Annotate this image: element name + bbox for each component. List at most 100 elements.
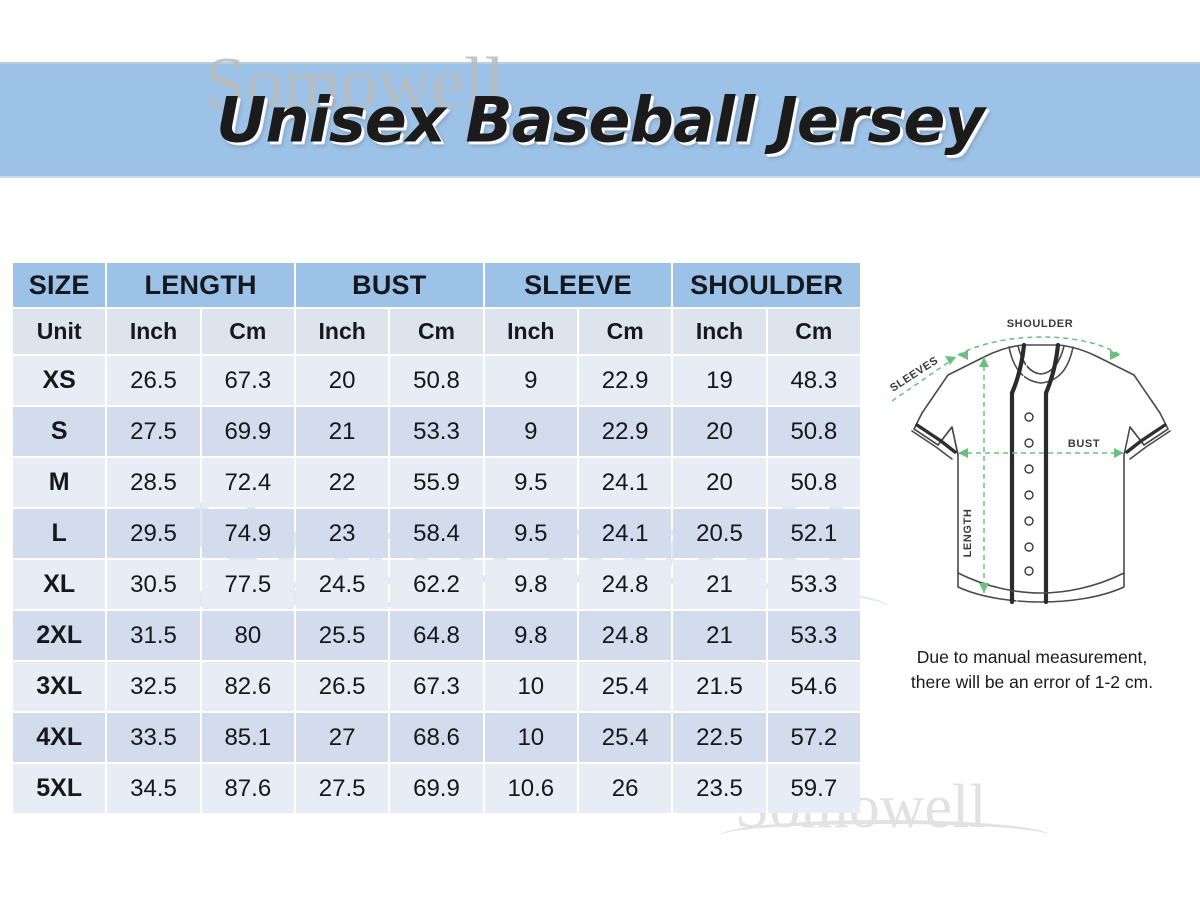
cell-shoulder-cm: 59.7: [767, 764, 860, 813]
cell-size: 5XL: [13, 764, 106, 813]
cell-bust-in: 20: [295, 356, 389, 405]
diagram-label-shoulder: SHOULDER: [1007, 318, 1074, 330]
unit-cell-label: Unit: [13, 309, 106, 354]
cell-shoulder-cm: 52.1: [767, 509, 860, 558]
cell-length-in: 26.5: [107, 356, 200, 405]
cell-sleeve-in: 10: [484, 662, 577, 711]
cell-sleeve-cm: 24.1: [578, 458, 672, 507]
cell-shoulder-cm: 53.3: [767, 560, 860, 609]
page-title: Unisex Baseball Jersey: [216, 83, 985, 157]
watermark-bottom-arc: [720, 820, 1050, 852]
cell-bust-cm: 67.3: [390, 662, 483, 711]
cell-bust-in: 22: [295, 458, 389, 507]
cell-shoulder-in: 20: [673, 407, 766, 456]
cell-bust-in: 25.5: [295, 611, 389, 660]
cell-shoulder-in: 21: [673, 611, 766, 660]
cell-length-in: 31.5: [107, 611, 200, 660]
cell-bust-cm: 50.8: [390, 356, 483, 405]
cell-sleeve-in: 9.8: [484, 560, 577, 609]
cell-bust-in: 27.5: [295, 764, 389, 813]
table-row: L 29.5 74.9 23 58.4 9.5 24.1 20.5 52.1: [13, 509, 860, 558]
cell-shoulder-cm: 57.2: [767, 713, 860, 762]
jersey-measurement-diagram: SHOULDER SLEEVES BUST LENGTH: [872, 305, 1188, 625]
unit-cell-sleeve-in: Inch: [484, 309, 577, 354]
cell-bust-cm: 58.4: [390, 509, 483, 558]
cell-bust-cm: 55.9: [390, 458, 483, 507]
table-row: M 28.5 72.4 22 55.9 9.5 24.1 20 50.8: [13, 458, 860, 507]
cell-size: S: [13, 407, 106, 456]
cell-bust-in: 21: [295, 407, 389, 456]
cell-bust-cm: 64.8: [390, 611, 483, 660]
cell-sleeve-in: 9: [484, 356, 577, 405]
cell-shoulder-cm: 50.8: [767, 458, 860, 507]
cell-size: 2XL: [13, 611, 106, 660]
cell-size: XS: [13, 356, 106, 405]
cell-shoulder-in: 23.5: [673, 764, 766, 813]
cell-sleeve-in: 10: [484, 713, 577, 762]
cell-shoulder-cm: 54.6: [767, 662, 860, 711]
cell-size: 4XL: [13, 713, 106, 762]
cell-bust-in: 24.5: [295, 560, 389, 609]
cell-sleeve-cm: 22.9: [578, 356, 672, 405]
table-row: 4XL 33.5 85.1 27 68.6 10 25.4 22.5 57.2: [13, 713, 860, 762]
unit-cell-bust-in: Inch: [295, 309, 389, 354]
cell-shoulder-in: 19: [673, 356, 766, 405]
cell-sleeve-in: 10.6: [484, 764, 577, 813]
unit-cell-sleeve-cm: Cm: [578, 309, 672, 354]
cell-sleeve-in: 9.5: [484, 458, 577, 507]
cell-length-cm: 67.3: [201, 356, 294, 405]
cell-sleeve-cm: 26: [578, 764, 672, 813]
cell-bust-in: 27: [295, 713, 389, 762]
cell-shoulder-cm: 48.3: [767, 356, 860, 405]
size-chart-table: SIZE LENGTH BUST SLEEVE SHOULDER Unit In…: [11, 261, 862, 815]
cell-bust-cm: 62.2: [390, 560, 483, 609]
cell-bust-cm: 68.6: [390, 713, 483, 762]
cell-length-cm: 69.9: [201, 407, 294, 456]
cell-sleeve-cm: 24.1: [578, 509, 672, 558]
cell-shoulder-in: 21: [673, 560, 766, 609]
unit-cell-length-cm: Cm: [201, 309, 294, 354]
unit-cell-shoulder-cm: Cm: [767, 309, 860, 354]
cell-shoulder-cm: 53.3: [767, 611, 860, 660]
cell-bust-cm: 53.3: [390, 407, 483, 456]
cell-length-cm: 87.6: [201, 764, 294, 813]
table-row: 2XL 31.5 80 25.5 64.8 9.8 24.8 21 53.3: [13, 611, 860, 660]
cell-sleeve-cm: 25.4: [578, 662, 672, 711]
diagram-label-bust: BUST: [1068, 438, 1100, 450]
unit-cell-bust-cm: Cm: [390, 309, 483, 354]
cell-length-in: 27.5: [107, 407, 200, 456]
cell-length-in: 32.5: [107, 662, 200, 711]
table-group-header-row: SIZE LENGTH BUST SLEEVE SHOULDER: [13, 263, 860, 307]
cell-length-in: 28.5: [107, 458, 200, 507]
cell-length-cm: 74.9: [201, 509, 294, 558]
disclaimer-line-2: there will be an error of 1-2 cm.: [910, 672, 1154, 693]
cell-length-cm: 80: [201, 611, 294, 660]
table-body: XS 26.5 67.3 20 50.8 9 22.9 19 48.3 S 27.5 69.9 21 53…: [13, 356, 860, 813]
cell-bust-in: 23: [295, 509, 389, 558]
cell-shoulder-cm: 50.8: [767, 407, 860, 456]
cell-shoulder-in: 21.5: [673, 662, 766, 711]
cell-bust-in: 26.5: [295, 662, 389, 711]
cell-size: L: [13, 509, 106, 558]
diagram-label-sleeves: SLEEVES: [888, 354, 941, 394]
cell-length-cm: 72.4: [201, 458, 294, 507]
cell-size: M: [13, 458, 106, 507]
cell-length-in: 33.5: [107, 713, 200, 762]
cell-sleeve-in: 9: [484, 407, 577, 456]
cell-sleeve-cm: 25.4: [578, 713, 672, 762]
group-header-bust: BUST: [295, 263, 483, 307]
group-header-sleeve: SLEEVE: [484, 263, 672, 307]
cell-size: XL: [13, 560, 106, 609]
group-header-length: LENGTH: [107, 263, 294, 307]
disclaimer-line-1: Due to manual measurement,: [916, 647, 1148, 667]
cell-length-cm: 77.5: [201, 560, 294, 609]
cell-sleeve-in: 9.5: [484, 509, 577, 558]
table-row: 3XL 32.5 82.6 26.5 67.3 10 25.4 21.5 54.6: [13, 662, 860, 711]
table-row: XS 26.5 67.3 20 50.8 9 22.9 19 48.3: [13, 356, 860, 405]
cell-length-in: 29.5: [107, 509, 200, 558]
cell-size: 3XL: [13, 662, 106, 711]
cell-length-in: 34.5: [107, 764, 200, 813]
table-unit-row: Unit Inch Cm Inch Cm Inch Cm Inch Cm: [13, 309, 860, 354]
cell-sleeve-cm: 22.9: [578, 407, 672, 456]
unit-cell-shoulder-in: Inch: [673, 309, 766, 354]
